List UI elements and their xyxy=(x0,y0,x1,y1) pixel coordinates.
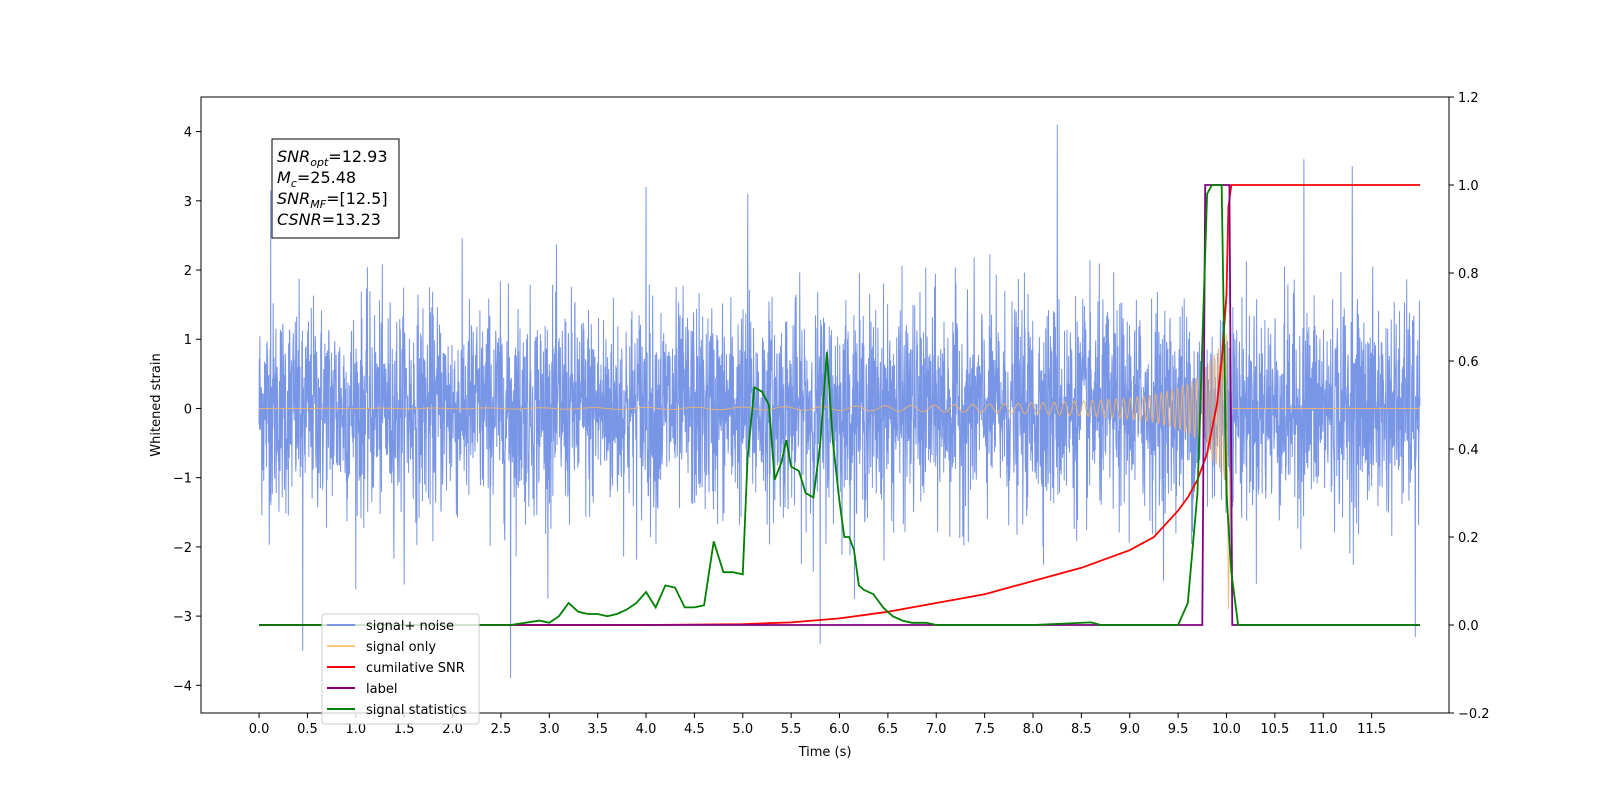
y-axis-right: −0.2 0.0 0.2 0.4 0.6 0.8 1.0 1.2 xyxy=(1449,91,1490,722)
legend-entry-label: signal only xyxy=(366,640,436,655)
y2-tick-label: 1.0 xyxy=(1458,179,1479,194)
series-signal-statistics xyxy=(259,184,1420,626)
y-tick-label: 1 xyxy=(184,333,192,348)
x-axis-label: Time (s) xyxy=(798,745,852,760)
annotation-line: Mc=25.48 xyxy=(277,168,356,190)
x-tick-label: 2.5 xyxy=(491,722,512,737)
annotation-box: SNRopt=12.93Mc=25.48SNRMF=[12.5]CSNR=13.… xyxy=(271,138,400,239)
x-tick-label: 8.5 xyxy=(1071,722,1092,737)
legend-entry-label: label xyxy=(366,682,397,697)
y2-tick-label: 1.2 xyxy=(1458,91,1479,106)
y2-tick-label: 0.2 xyxy=(1458,531,1479,546)
y-axis-left: −4 −3 −2 −1 0 1 2 3 4 xyxy=(173,126,201,694)
annotation-line: SNRopt=12.93 xyxy=(277,147,388,169)
x-tick-label: 1.5 xyxy=(394,722,415,737)
x-tick-label: 1.0 xyxy=(345,722,366,737)
x-tick-label: 9.5 xyxy=(1168,722,1189,737)
y2-tick-label: 0.4 xyxy=(1458,443,1479,458)
x-tick-label: 7.5 xyxy=(974,722,995,737)
y-tick-label: 2 xyxy=(184,264,192,279)
y-axis-label: Whitened strain xyxy=(149,353,164,456)
x-tick-label: 4.0 xyxy=(636,722,657,737)
x-tick-label: 0.0 xyxy=(249,722,270,737)
x-tick-label: 3.0 xyxy=(539,722,560,737)
x-tick-label: 5.5 xyxy=(781,722,802,737)
legend-entry-label: signal statistics xyxy=(366,703,467,718)
x-tick-label: 7.0 xyxy=(926,722,947,737)
x-tick-label: 10.0 xyxy=(1212,722,1241,737)
y2-tick-label: 0.8 xyxy=(1458,267,1479,282)
x-tick-label: 9.0 xyxy=(1119,722,1140,737)
x-tick-label: 4.5 xyxy=(684,722,705,737)
y-tick-label: −2 xyxy=(173,541,192,556)
annotation-line: CSNR=13.23 xyxy=(277,210,381,229)
plot-frame xyxy=(200,96,1450,714)
y2-tick-label: −0.2 xyxy=(1458,707,1490,722)
x-tick-label: 0.5 xyxy=(297,722,318,737)
x-tick-label: 6.0 xyxy=(829,722,850,737)
y-tick-label: 3 xyxy=(184,195,192,210)
y-tick-label: −4 xyxy=(173,679,192,694)
x-axis: 0.0 0.5 1.0 1.5 2.0 2.5 3.0 3.5 4.0 4.5 5.0 5.5 6.0 6… xyxy=(249,713,1386,737)
x-tick-label: 3.5 xyxy=(587,722,608,737)
x-tick-label: 8.0 xyxy=(1023,722,1044,737)
x-tick-label: 5.0 xyxy=(732,722,753,737)
series-signal-noise xyxy=(258,124,1421,679)
x-tick-label: 2.0 xyxy=(442,722,463,737)
y-tick-label: −3 xyxy=(173,610,192,625)
x-tick-label: 11.0 xyxy=(1309,722,1338,737)
legend-box xyxy=(321,613,480,725)
x-tick-label: 10.5 xyxy=(1260,722,1289,737)
legend-entry-label: cumilative SNR xyxy=(366,661,465,676)
series-signal-only xyxy=(259,333,1420,610)
x-tick-label: 11.5 xyxy=(1357,722,1386,737)
x-tick-label: 6.5 xyxy=(878,722,899,737)
legend-entry-label: signal+ noise xyxy=(366,619,454,634)
y2-tick-label: 0.6 xyxy=(1458,355,1479,370)
annotation-line: SNRMF=[12.5] xyxy=(277,189,388,211)
y-tick-label: 0 xyxy=(184,402,192,417)
y-tick-label: −1 xyxy=(173,472,192,487)
y2-tick-label: 0.0 xyxy=(1458,619,1479,634)
series-layer xyxy=(258,124,1421,679)
legend: signal+ noise signal only cumilative SNR la… xyxy=(321,613,480,725)
y-tick-label: 4 xyxy=(184,126,192,141)
